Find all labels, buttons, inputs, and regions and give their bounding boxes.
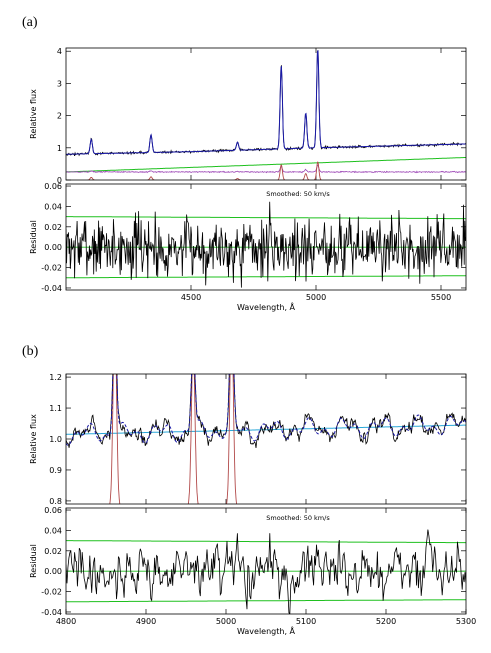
upper-limit-line xyxy=(66,540,466,544)
emission-line-component xyxy=(226,374,238,504)
y-tick-label: 0.04 xyxy=(44,202,62,211)
emission-line-component xyxy=(313,161,322,180)
emission-line-component xyxy=(277,164,286,180)
panel-label-b: (b) xyxy=(22,344,39,359)
plot-frame xyxy=(65,373,467,505)
y-tick-label: -0.04 xyxy=(41,608,62,617)
smoothing-annotation: Smoothed: 50 km/s xyxy=(266,190,330,198)
y-tick-label: 1.0 xyxy=(49,435,62,444)
continuum-line xyxy=(66,157,466,173)
lower-limit-line xyxy=(66,599,466,603)
plots-layer: 0 1 2 3 4 Relative flux -0.04 -0.02 0.00 0.02 0.04… xyxy=(29,47,476,636)
emission-line-component xyxy=(147,176,155,180)
x-tick-label: 5300 xyxy=(456,617,476,626)
y-tick-label: 0.00 xyxy=(44,567,62,576)
model-spectrum xyxy=(66,50,466,155)
x-tick-label: 4800 xyxy=(56,617,76,626)
y-tick-label: 0.06 xyxy=(44,182,62,191)
observed-spectrum xyxy=(66,374,466,449)
y-tick-label: 0 xyxy=(57,176,62,185)
plot-area-b-bottom xyxy=(66,529,466,614)
plot-frame xyxy=(65,47,467,181)
template-line xyxy=(66,164,466,174)
smoothing-annotation: Smoothed: 50 km/s xyxy=(266,514,330,522)
emission-line-component xyxy=(109,374,121,504)
observed-spectrum xyxy=(66,50,466,157)
y-tick-label: 1.2 xyxy=(49,373,62,382)
plot-frame xyxy=(65,507,467,615)
y-tick-label: 4 xyxy=(57,47,62,56)
upper-limit-line xyxy=(66,216,466,220)
x-tick-label: 5100 xyxy=(296,617,316,626)
x-tick-label: 5200 xyxy=(376,617,396,626)
y-tick-label: 1.1 xyxy=(49,404,62,413)
y-axis-title: Residual xyxy=(29,220,38,254)
x-axis-title: Wavelength, Å xyxy=(237,301,296,312)
x-tick-label: 5000 xyxy=(306,293,326,302)
x-tick-label: 4500 xyxy=(181,293,201,302)
y-tick-label: 0.06 xyxy=(44,506,62,515)
lower-limit-line xyxy=(66,275,466,279)
y-tick-label: -0.02 xyxy=(41,588,62,597)
chart-a-bottom: -0.04 -0.02 0.00 0.02 0.04 0.06 4500 5000 5500 Re… xyxy=(29,182,467,312)
y-tick-label: -0.04 xyxy=(41,284,62,293)
y-tick-label: 0.00 xyxy=(44,243,62,252)
panel-label-a: (a) xyxy=(22,15,38,30)
x-tick-label: 4900 xyxy=(136,617,156,626)
y-tick-label: -0.02 xyxy=(41,264,62,273)
x-axis-title: Wavelength, Å xyxy=(237,625,296,636)
x-tick-label: 5000 xyxy=(216,617,236,626)
residual-spectrum xyxy=(66,201,466,288)
plot-area-a-top xyxy=(66,50,466,180)
y-tick-label: 0.9 xyxy=(49,466,62,475)
y-tick-label: 0.8 xyxy=(49,497,62,506)
residual-spectrum xyxy=(66,529,466,614)
y-tick-label: 3 xyxy=(57,79,62,88)
plot-frame xyxy=(65,183,467,291)
chart-b-bottom: -0.04 -0.02 0.00 0.02 0.04 0.06 4800 4900 5000 51… xyxy=(29,506,476,636)
y-axis-title: Relative flux xyxy=(29,414,38,464)
model-spectrum xyxy=(66,374,466,446)
plot-area-b-top xyxy=(66,374,466,504)
chart-a-top: 0 1 2 3 4 Relative flux xyxy=(29,47,467,185)
chart-b-top: 0.8 0.9 1.0 1.1 1.2 Relative flux xyxy=(29,373,467,506)
plot-area-a-bottom xyxy=(66,201,466,288)
y-tick-label: 2 xyxy=(57,112,62,121)
emission-line-component xyxy=(301,173,310,180)
y-axis-title: Relative flux xyxy=(29,89,38,139)
y-tick-label: 1 xyxy=(57,144,62,153)
y-axis-title: Residual xyxy=(29,544,38,578)
y-tick-label: 0.04 xyxy=(44,526,62,535)
y-tick-label: 0.02 xyxy=(44,223,62,232)
y-tick-label: 0.02 xyxy=(44,547,62,556)
emission-line-component xyxy=(187,374,199,504)
x-tick-label: 5500 xyxy=(431,293,451,302)
